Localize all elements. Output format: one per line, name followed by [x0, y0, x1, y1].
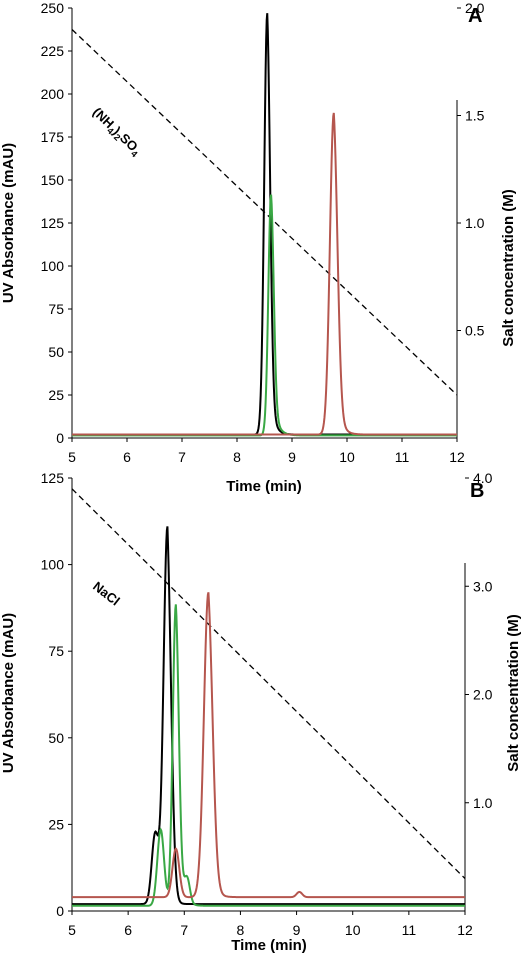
series-line-3 [72, 592, 465, 899]
panel-a: 5 6 7 8 9 10 11 12 0 25 50 75 100 125 150 175 200 225 250… [0, 0, 517, 495]
panel-a-y-ticks: 0 25 50 75 100 125 150 175 200 225 250 [41, 0, 72, 446]
panel-a-x-ticks: 5 6 7 8 9 10 11 12 [68, 438, 465, 465]
y-tick-label: 175 [41, 129, 65, 145]
x-tick-label: 10 [339, 449, 355, 465]
panel-b-y-label: UV Absorbance (mAU) [0, 613, 17, 773]
panel-b-salt-label: NaCl [90, 579, 123, 609]
y-tick-label: 0 [56, 430, 64, 446]
panel-b-y2-ticks: 1.0 2.0 3.0 4.0 [465, 470, 493, 811]
x-tick-label: 9 [288, 449, 296, 465]
y2-tick-label: 0.5 [465, 323, 485, 339]
y-tick-label: 75 [48, 643, 64, 659]
x-tick-label: 5 [68, 449, 76, 465]
y-tick-label: 0 [56, 903, 64, 919]
y2-tick-label: 1.5 [465, 108, 485, 124]
panel-b-y-ticks: 0 25 50 75 100 125 [41, 470, 72, 919]
y2-tick-label: 1.0 [465, 215, 485, 231]
y-tick-label: 200 [41, 86, 65, 102]
x-tick-label: 12 [457, 922, 473, 938]
y2-tick-label: 2.0 [473, 687, 493, 703]
x-tick-label: 8 [237, 922, 245, 938]
y-tick-label: 100 [41, 258, 65, 274]
y2-tick-label: 1.0 [473, 795, 493, 811]
y-tick-label: 50 [48, 344, 64, 360]
panel-b-x-ticks: 5 6 7 8 9 10 11 12 [68, 911, 473, 938]
panel-b-series [71, 488, 466, 907]
panel-a-series [71, 13, 458, 437]
x-tick-label: 8 [233, 449, 241, 465]
y2-tick-label: 2.0 [465, 0, 485, 16]
y-tick-label: 25 [48, 816, 64, 832]
x-tick-label: 12 [449, 449, 465, 465]
panel-a-x-label: Time (min) [226, 478, 302, 495]
x-tick-label: 11 [402, 922, 417, 938]
panel-b-y2-label: Salt concentration (M) [505, 614, 522, 772]
y-tick-label: 150 [41, 172, 65, 188]
panel-a-y-label: UV Absorbance (mAU) [0, 143, 17, 303]
y-tick-label: 125 [41, 470, 65, 486]
y2-tick-label: 3.0 [473, 578, 493, 594]
y-tick-label: 250 [41, 0, 65, 16]
series-line-3 [72, 112, 457, 436]
x-tick-label: 5 [68, 922, 76, 938]
x-tick-label: 10 [345, 922, 361, 938]
series-line-1 [72, 526, 465, 906]
x-tick-label: 7 [180, 922, 188, 938]
series-line-1 [72, 13, 457, 436]
y-tick-label: 75 [48, 301, 64, 317]
panel-a-salt-label: (NH4)2SO4 [89, 104, 145, 159]
panel-a-y2-ticks: 0.5 1.0 1.5 2.0 [457, 0, 485, 339]
y-tick-label: 50 [48, 730, 64, 746]
panel-b-label: B [470, 480, 484, 502]
series-line-2 [72, 604, 465, 907]
y-tick-label: 100 [41, 557, 65, 573]
panel-b-x-label: Time (min) [231, 937, 307, 954]
x-tick-label: 9 [293, 922, 301, 938]
x-tick-label: 6 [124, 922, 132, 938]
salt-gradient-line [71, 488, 466, 879]
x-tick-label: 7 [178, 449, 186, 465]
panel-b: 5 6 7 8 9 10 11 12 0 25 50 75 100 125 1.0 2.0 3.0 4.0 B… [0, 470, 522, 954]
y-tick-label: 225 [41, 43, 65, 59]
x-tick-label: 6 [123, 449, 131, 465]
y-tick-label: 125 [41, 215, 65, 231]
panel-a-y2-label: Salt concentration (M) [500, 189, 517, 347]
y2-tick-label: 4.0 [473, 470, 493, 486]
x-tick-label: 11 [395, 449, 410, 465]
panel-a-label: A [468, 5, 482, 27]
y-tick-label: 25 [48, 387, 64, 403]
